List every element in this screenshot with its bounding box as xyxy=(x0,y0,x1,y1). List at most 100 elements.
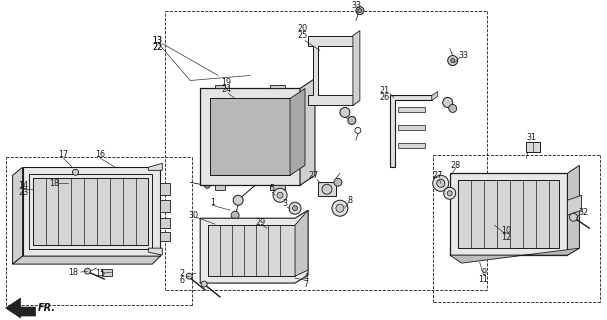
Text: 16: 16 xyxy=(95,150,106,159)
Text: FR.: FR. xyxy=(38,303,56,313)
Text: 5: 5 xyxy=(270,184,274,193)
Text: 20: 20 xyxy=(297,24,307,33)
Polygon shape xyxy=(450,173,568,255)
Text: 28: 28 xyxy=(450,161,461,170)
Bar xyxy=(526,142,540,152)
Text: 32: 32 xyxy=(578,208,589,217)
Circle shape xyxy=(293,206,297,211)
Text: 12: 12 xyxy=(501,233,512,242)
Text: 9: 9 xyxy=(481,268,486,276)
Text: 2: 2 xyxy=(180,268,185,277)
Text: 13: 13 xyxy=(152,36,162,45)
Circle shape xyxy=(449,104,456,112)
Circle shape xyxy=(448,56,458,66)
Text: 23: 23 xyxy=(18,188,29,197)
Circle shape xyxy=(268,226,273,231)
Polygon shape xyxy=(148,248,162,255)
Text: 22: 22 xyxy=(152,43,163,52)
Text: 7: 7 xyxy=(304,280,308,289)
Circle shape xyxy=(451,59,455,62)
Circle shape xyxy=(436,179,445,187)
Polygon shape xyxy=(450,248,580,263)
Circle shape xyxy=(322,184,332,194)
Circle shape xyxy=(186,273,192,279)
Circle shape xyxy=(233,195,243,205)
Bar xyxy=(160,183,171,195)
Circle shape xyxy=(204,182,210,188)
Polygon shape xyxy=(270,85,285,88)
Circle shape xyxy=(332,200,348,216)
Polygon shape xyxy=(568,195,582,215)
Polygon shape xyxy=(398,143,425,148)
Circle shape xyxy=(72,169,78,175)
Text: 17: 17 xyxy=(58,150,69,159)
Text: 1: 1 xyxy=(209,198,215,207)
Polygon shape xyxy=(290,88,305,175)
Polygon shape xyxy=(200,210,308,283)
Polygon shape xyxy=(300,78,315,185)
Text: 13: 13 xyxy=(152,36,162,45)
Polygon shape xyxy=(353,31,360,105)
Circle shape xyxy=(443,98,453,108)
Circle shape xyxy=(358,9,362,12)
Text: 26: 26 xyxy=(380,93,390,102)
Circle shape xyxy=(336,204,344,212)
Text: 3: 3 xyxy=(282,199,288,208)
Polygon shape xyxy=(398,108,425,112)
Text: 27: 27 xyxy=(433,171,443,180)
Circle shape xyxy=(356,7,364,15)
Text: 10: 10 xyxy=(501,226,512,235)
Text: 27: 27 xyxy=(309,171,319,180)
Circle shape xyxy=(273,188,287,202)
Circle shape xyxy=(84,268,90,274)
Polygon shape xyxy=(295,210,308,276)
Polygon shape xyxy=(308,36,353,105)
Bar xyxy=(103,269,112,276)
Polygon shape xyxy=(215,85,225,88)
Text: 11: 11 xyxy=(479,275,489,284)
Circle shape xyxy=(265,223,275,233)
Polygon shape xyxy=(22,167,160,256)
Polygon shape xyxy=(33,178,148,245)
Text: 21: 21 xyxy=(380,86,390,95)
Text: 6: 6 xyxy=(180,276,185,284)
Bar xyxy=(160,200,171,212)
Circle shape xyxy=(289,202,301,214)
Bar xyxy=(160,218,171,228)
Text: 24: 24 xyxy=(221,85,231,94)
Circle shape xyxy=(444,187,456,199)
Circle shape xyxy=(277,192,283,198)
Bar xyxy=(160,232,171,241)
Text: 22: 22 xyxy=(152,43,163,52)
Text: 15: 15 xyxy=(95,268,106,277)
Circle shape xyxy=(340,108,350,117)
Text: 18: 18 xyxy=(50,179,59,188)
Polygon shape xyxy=(200,88,300,185)
Circle shape xyxy=(348,116,356,124)
Circle shape xyxy=(201,281,207,287)
Polygon shape xyxy=(13,256,160,264)
Polygon shape xyxy=(390,95,432,167)
Polygon shape xyxy=(210,99,290,175)
Text: 19: 19 xyxy=(221,78,231,87)
Circle shape xyxy=(334,178,342,186)
Polygon shape xyxy=(148,163,162,170)
Text: 8: 8 xyxy=(347,196,353,205)
Circle shape xyxy=(569,213,577,221)
Polygon shape xyxy=(458,180,560,248)
Polygon shape xyxy=(208,225,295,276)
Text: 33: 33 xyxy=(459,51,469,60)
Circle shape xyxy=(447,191,452,196)
Polygon shape xyxy=(13,167,22,264)
Polygon shape xyxy=(215,185,225,190)
Text: 31: 31 xyxy=(526,133,537,142)
Circle shape xyxy=(231,211,239,219)
Text: 33: 33 xyxy=(352,1,362,10)
Text: 4: 4 xyxy=(304,273,308,282)
Text: 30: 30 xyxy=(188,211,198,220)
Polygon shape xyxy=(270,185,285,190)
Bar xyxy=(318,182,336,196)
Text: 18: 18 xyxy=(69,268,78,276)
Polygon shape xyxy=(5,298,36,318)
Polygon shape xyxy=(398,125,425,130)
